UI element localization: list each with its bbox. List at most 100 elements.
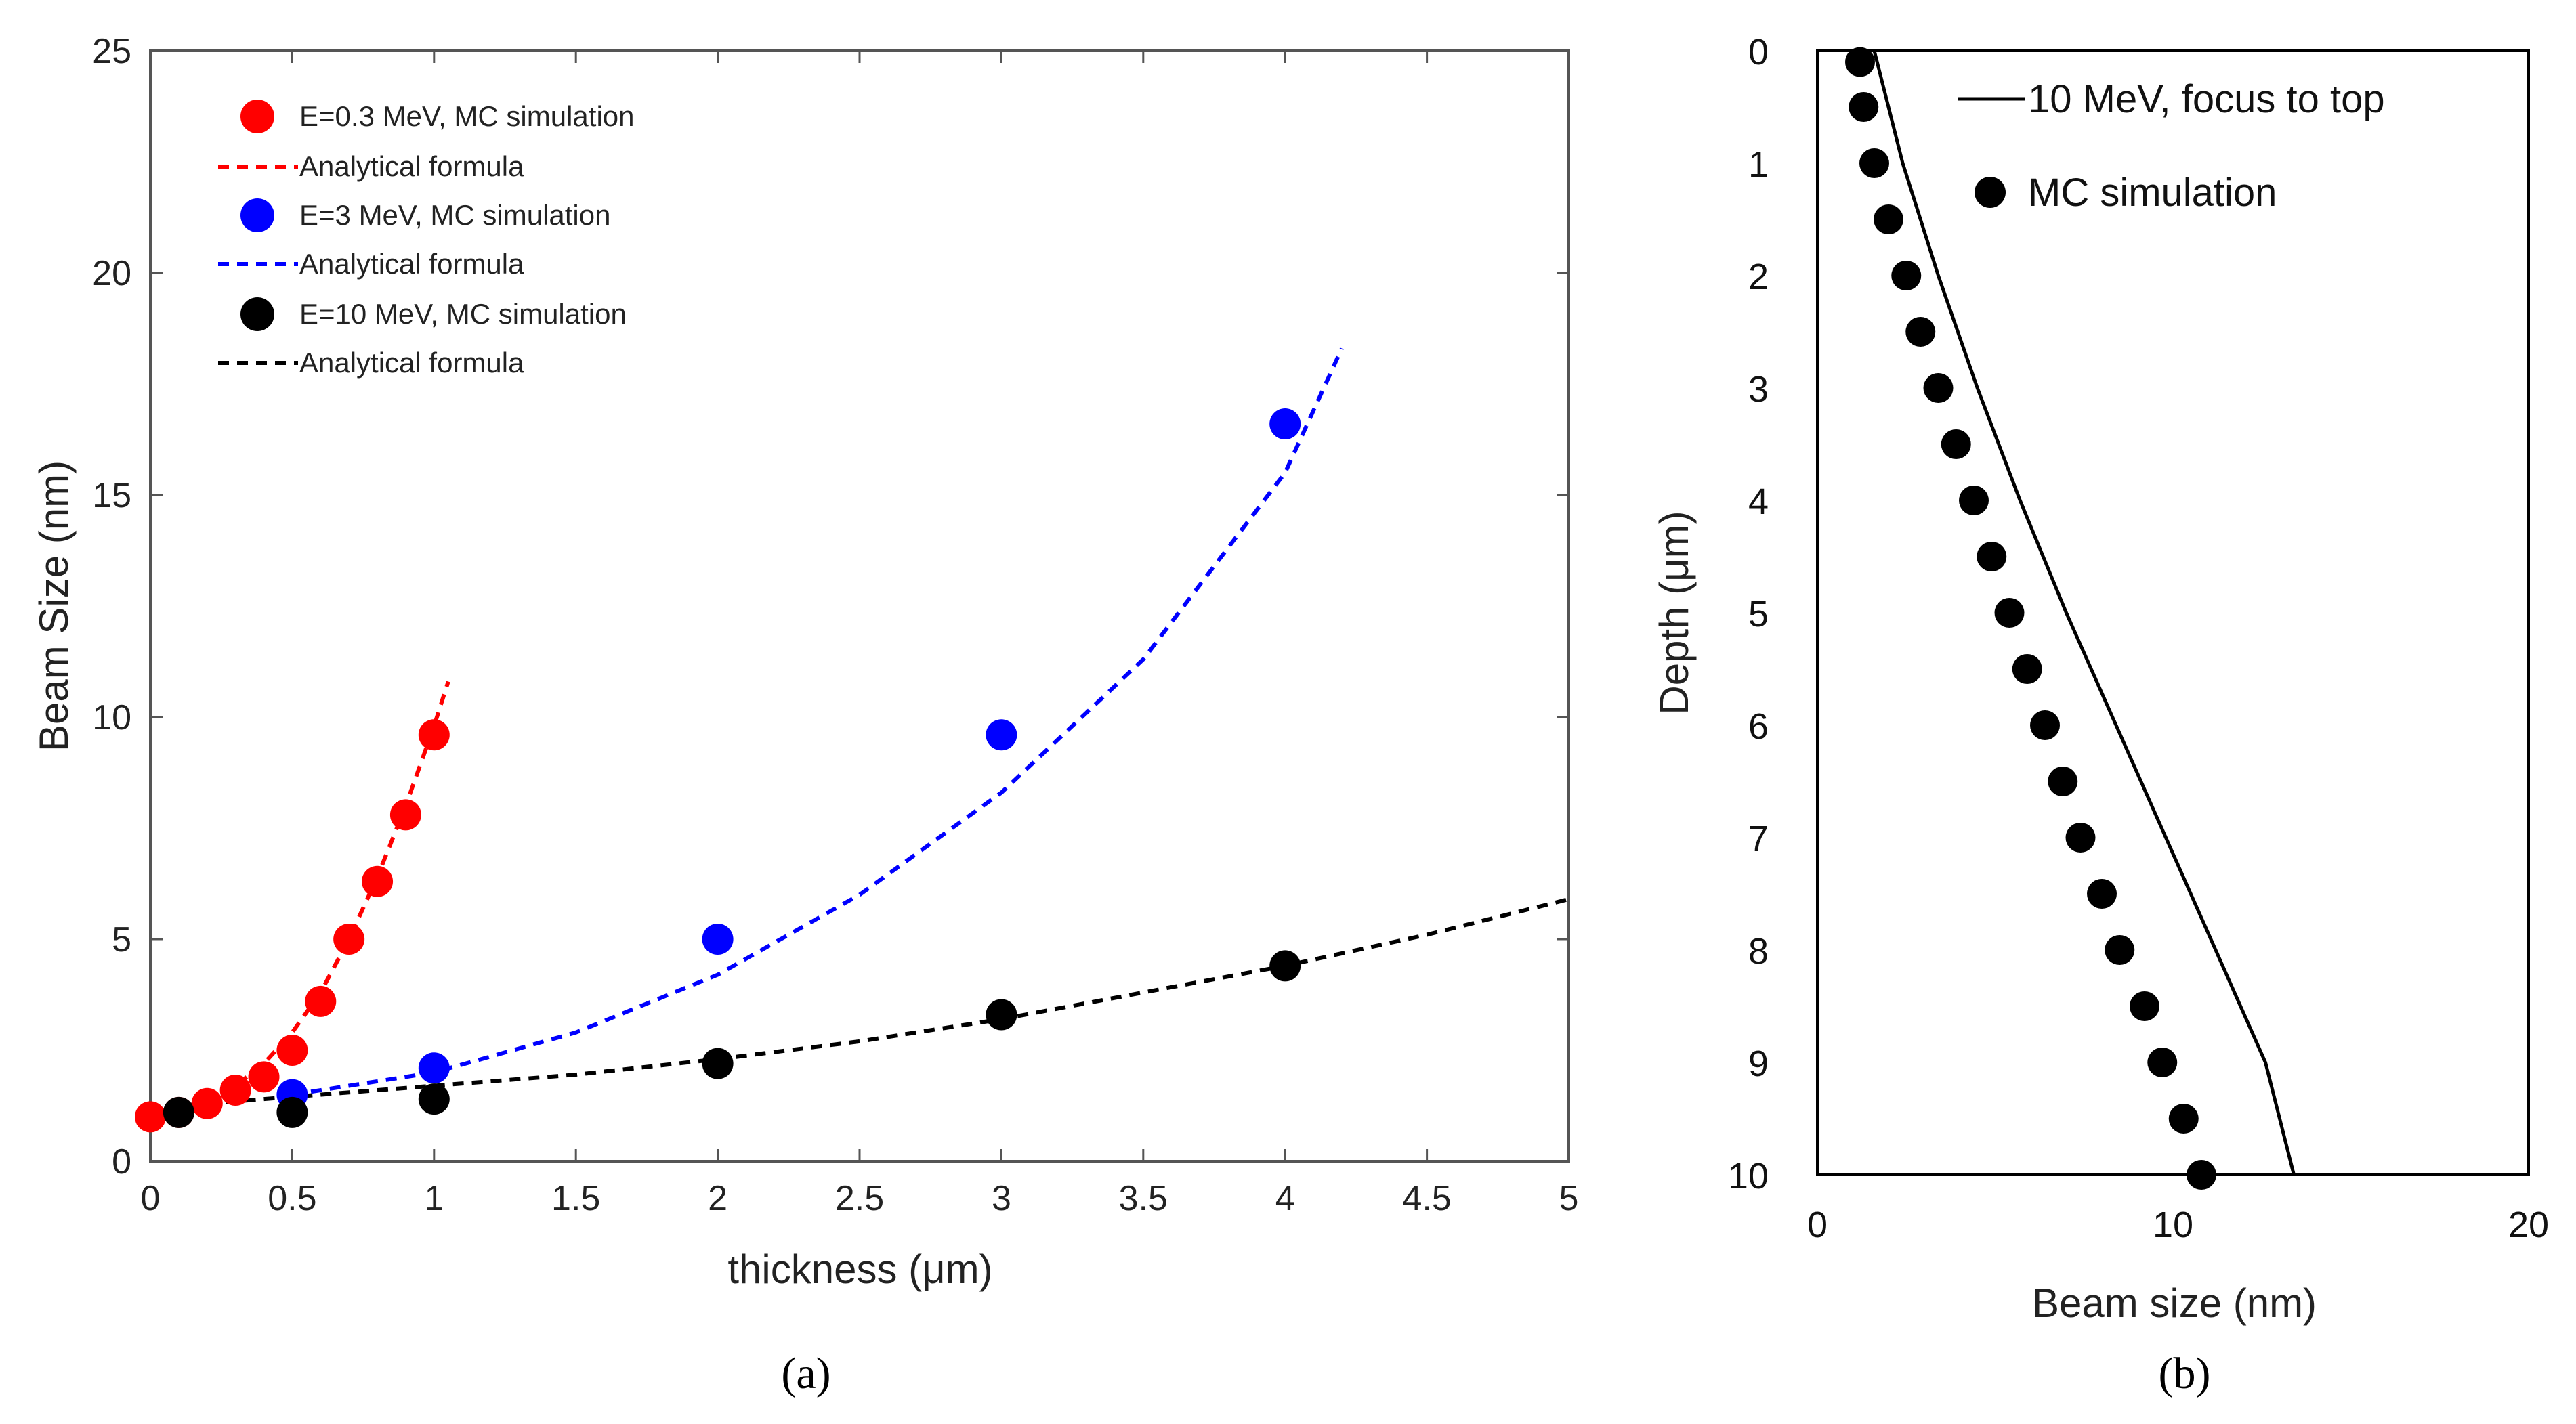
panel-a-point-series-4 [1269,950,1301,982]
panel-a-x-tick-label: 0 [141,1179,161,1218]
panel-b-y-tick-label: 8 [1748,931,1769,972]
panel-b-mc-point [1859,148,1889,178]
panel-b-y-tick-label: 3 [1748,369,1769,410]
panel-b-y-tick-label: 2 [1748,257,1769,297]
panel-b-mc-point [1845,47,1875,77]
panel-a-point-series-0 [305,985,337,1017]
panel-a-point-series-0 [219,1075,251,1106]
panel-b-mc-point [2087,879,2117,909]
panel-b-y-axis-label: Depth (μm) [1651,511,1697,714]
panel-b-y-tick-label: 7 [1748,819,1769,859]
legend-label-red-mc: E=0.3 MeV, MC simulation [299,100,635,132]
panel-a-x-tick-label: 4 [1275,1179,1295,1218]
panel-a-y-tick-label: 5 [112,920,131,959]
panel-a-analytical-line-1 [150,681,450,1119]
legend-label-red-analytical: Analytical formula [299,150,524,182]
panel-b-mc-point [2065,823,2096,853]
panel-b-plot-frame [1816,49,2530,1176]
panel-b-mc-point [2130,991,2159,1021]
panel-b-y-tick-label: 10 [1728,1156,1769,1196]
legend-marker-blue-mc [240,198,274,232]
panel-b-y-tick-label: 6 [1748,706,1769,747]
panel-b-y-tick-label: 5 [1748,594,1769,634]
legend-label-mc: MC simulation [2028,171,2277,215]
panel-b-mc-point [2168,1104,2199,1134]
panel-b-mc-point [2030,710,2060,740]
panel-a-analytical-line-5 [150,897,1569,1110]
panel-b-mc-point [2012,654,2042,684]
panel-a-point-series-4 [418,1083,450,1115]
panel-b-mc-point [1874,204,1903,234]
panel-b-mc-point [1905,317,1936,347]
panel-b-analytical-line [1872,50,2296,1175]
panel-b-y-tick-label: 9 [1748,1043,1769,1084]
legend-marker-black-mc [240,297,274,331]
panel-a-x-tick-label: 5 [1559,1179,1579,1218]
panel-a-point-series-0 [362,865,394,897]
caption-a: (a) [781,1349,830,1398]
panel-a-x-tick-label: 3 [992,1179,1011,1218]
panel-a-point-series-0 [389,799,421,831]
panel-a-y-tick-label: 20 [92,254,131,293]
panel-a-x-axis-label: thickness (μm) [727,1247,992,1292]
panel-a-y-axis-label: Beam Size (nm) [31,460,77,752]
panel-b-mc-point [1923,373,1954,403]
panel-a-point-series-4 [986,999,1017,1031]
legend-label-10mev: 10 MeV, focus to top [2028,77,2385,121]
legend-label-blue-mc: E=3 MeV, MC simulation [299,199,610,231]
panel-a-point-series-2 [1269,408,1301,440]
legend-label-blue-analytical: Analytical formula [299,248,524,280]
panel-b-y-tick-label: 1 [1748,144,1769,185]
panel-a-chart: 0 0.5 1 1.5 2 2.5 3 3.5 4 4.5 5 0 5 10 15 20 25 E=0.3 Me… [31,32,1578,1292]
panel-a-points [135,408,1301,1133]
panel-b-mc-point [1849,92,1879,122]
panel-b-chart: 0 10 20 0 1 2 3 4 5 6 7 8 9 10 10 MeV, focus to top M… [1651,32,2549,1326]
panel-b-mc-point [1959,486,1989,515]
panel-b-legend: 10 MeV, focus to top MC simulation [1958,77,2385,215]
panel-a-point-series-4 [276,1096,308,1128]
panel-b-mc-point [2105,935,2135,965]
legend-label-black-mc: E=10 MeV, MC simulation [299,298,627,330]
panel-a-x-tick-label: 1.5 [551,1179,600,1218]
panel-b-mc-point [1941,429,1971,459]
panel-a-y-tick-label: 25 [92,32,131,71]
panel-a-y-tick-label: 0 [112,1142,131,1182]
panel-a-point-series-0 [418,719,450,751]
panel-a-legend: E=0.3 MeV, MC simulation Analytical form… [218,100,635,379]
panel-a-y-tick-label: 10 [92,698,131,737]
panel-b-points [1845,47,2216,1190]
legend-marker-red-mc [240,100,274,133]
panel-b-mc-point [2048,767,2078,796]
panel-b-x-tick-label: 10 [2153,1205,2193,1245]
panel-b-ticks: 0 10 20 0 1 2 3 4 5 6 7 8 9 10 [1728,32,2549,1245]
panel-b-mc-point [1891,261,1922,290]
panel-b-x-tick-label: 0 [1807,1205,1828,1245]
panel-b-mc-point [2187,1160,2216,1190]
panel-a-point-series-2 [702,924,734,955]
panel-b-y-tick-label: 4 [1748,481,1769,522]
panel-a-point-series-4 [702,1048,734,1079]
panel-b-x-tick-label: 20 [2508,1205,2549,1245]
panel-a-x-tick-label: 1 [424,1179,444,1218]
legend-marker-mc [1975,177,2006,208]
panel-a-point-series-0 [191,1087,223,1119]
panel-b-x-axis-label: Beam size (nm) [2032,1280,2317,1326]
panel-b-lines [1872,50,2296,1175]
panel-b-mc-point [1994,598,2025,628]
panel-a-x-tick-label: 2.5 [835,1179,884,1218]
panel-b-mc-point [1977,542,2007,571]
panel-a-point-series-0 [333,924,365,955]
panel-a-ticks: 0 0.5 1 1.5 2 2.5 3 3.5 4 4.5 5 0 5 10 15 20 25 [92,32,1578,1218]
panel-a-point-series-2 [418,1052,450,1084]
caption-b: (b) [2159,1349,2211,1398]
panel-a-x-tick-label: 2 [708,1179,727,1218]
panel-a-x-tick-label: 0.5 [268,1179,316,1218]
panel-a-point-series-0 [276,1035,308,1066]
panel-a-lines [150,347,1569,1119]
panel-b-mc-point [2147,1048,2178,1077]
panel-a-x-tick-label: 4.5 [1402,1179,1451,1218]
panel-a-point-series-4 [163,1096,194,1128]
panel-a-x-tick-label: 3.5 [1119,1179,1168,1218]
panel-a-y-tick-label: 15 [92,476,131,515]
